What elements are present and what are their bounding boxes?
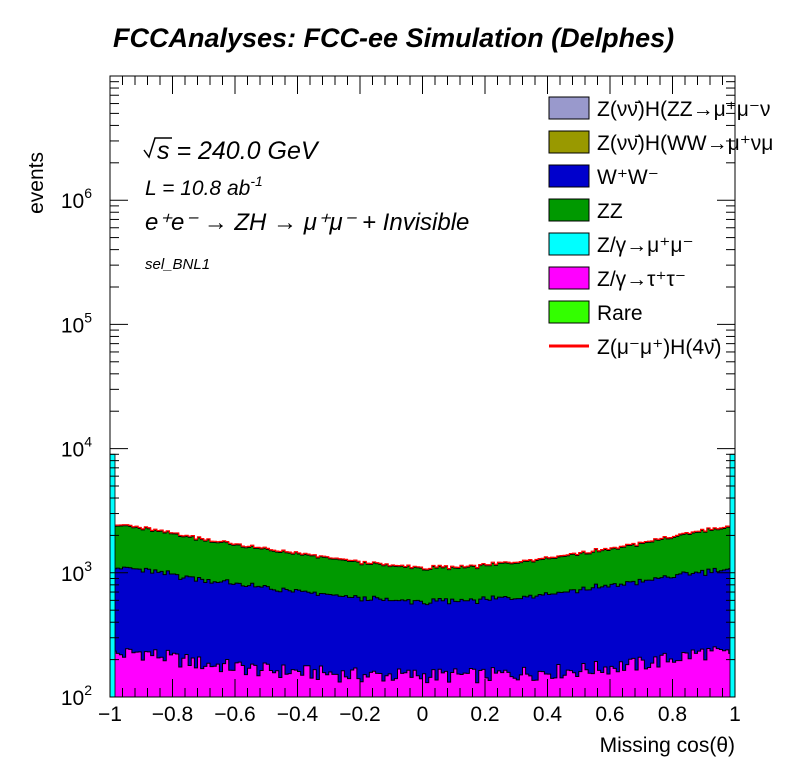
y-tick-label: 106 <box>61 185 92 213</box>
legend-swatch <box>548 130 590 154</box>
legend-swatch <box>548 164 590 188</box>
y-tick-label: 103 <box>61 558 92 586</box>
sqrt-s-annotation: s = 240.0 GeV <box>157 137 320 165</box>
chart-title: FCCAnalyses: FCC-ee Simulation (Delphes) <box>113 23 674 53</box>
legend-swatch <box>548 266 590 290</box>
x-tick-label: 0.4 <box>533 703 563 726</box>
legend-swatch <box>548 96 590 120</box>
sqrt-symbol <box>143 137 172 159</box>
legend-label: W⁺W⁻ <box>597 166 659 189</box>
x-tick-label: 0 <box>417 703 429 726</box>
x-tick-label: −0.8 <box>152 703 193 726</box>
stack-0 <box>109 646 736 698</box>
y-tick-label: 105 <box>61 309 92 337</box>
x-tick-label: −0.6 <box>214 703 255 726</box>
lumi-exponent: -1 <box>250 173 262 189</box>
x-axis-label: Missing cos(θ) <box>600 734 735 757</box>
y-axis: 102 103 104 105 106 <box>61 81 735 710</box>
legend-label: Z/γ→τ⁺τ⁻ <box>597 268 686 291</box>
x-axis: −1 −0.8 −0.6 −0.4 −0.2 0 0.2 0.4 0.6 0.8 1 <box>98 76 741 726</box>
legend-swatch <box>548 198 590 222</box>
legend-swatch <box>548 300 590 324</box>
y-tick-label: 104 <box>61 434 92 462</box>
signal-line <box>110 524 735 570</box>
legend-label: ZZ <box>597 200 623 223</box>
y-axis-label: events <box>25 152 48 214</box>
legend-swatch <box>548 232 590 256</box>
x-tick-label: 0.6 <box>595 703 624 726</box>
edge-spike-left <box>109 453 116 698</box>
x-tick-label: 0.2 <box>470 703 499 726</box>
legend-label: Z/γ→μ⁺μ⁻ <box>597 234 694 257</box>
legend-label: Z(μ⁻μ⁺)H(4ν̄) <box>597 336 722 359</box>
x-tick-label: −0.2 <box>339 703 380 726</box>
x-tick-label: −1 <box>98 703 122 726</box>
selection-annotation: sel_BNL1 <box>145 256 210 273</box>
legend: Z(νν̄)H(ZZ→μ⁺μ⁻ν Z(νν̄)H(WW→μ⁺νμ W⁺W⁻ ZZ Z/γ… <box>548 96 773 359</box>
x-tick-label: 0.8 <box>658 703 687 726</box>
process-annotation: e⁺e⁻ → ZH → μ⁺μ⁻ + Invisible <box>145 209 469 236</box>
lumi-base: L = 10.8 ab <box>145 177 251 200</box>
x-tick-label: −0.4 <box>277 703 319 726</box>
lumi-annotation: L = 10.8 ab-1 <box>145 173 263 200</box>
annotations: s = 240.0 GeV L = 10.8 ab-1 e⁺e⁻ → ZH → … <box>143 137 469 273</box>
x-tick-label: 1 <box>729 703 741 726</box>
legend-label: Z(νν̄)H(ZZ→μ⁺μ⁻ν <box>597 98 771 121</box>
legend-label: Rare <box>597 302 643 325</box>
edge-spike-right <box>729 453 736 698</box>
stacked-histograms <box>109 524 736 698</box>
y-tick-label: 102 <box>61 682 92 710</box>
legend-label: Z(νν̄)H(WW→μ⁺νμ <box>597 132 773 155</box>
